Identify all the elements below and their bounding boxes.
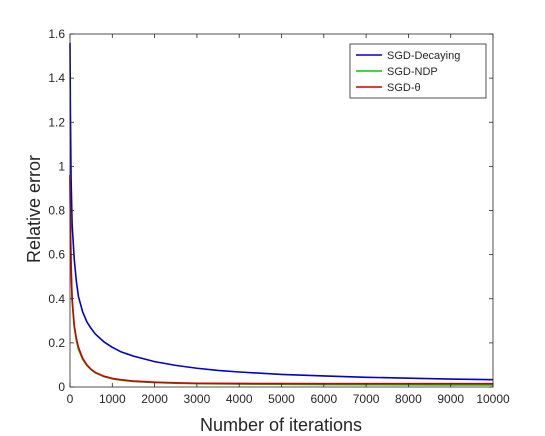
x-axis-title: Number of iterations — [200, 415, 362, 435]
y-tick-label: 1.2 — [48, 115, 65, 129]
y-tick-label: 0.8 — [48, 204, 65, 218]
legend: SGD-Decaying SGD-NDP SGD-θ — [349, 43, 487, 99]
x-tick-label: 9000 — [437, 392, 464, 406]
x-tick-label: 6000 — [310, 392, 337, 406]
legend-label-2: SGD-θ — [387, 82, 421, 94]
legend-label-0: SGD-Decaying — [387, 50, 460, 62]
y-tick-label: 0.4 — [48, 292, 65, 306]
x-tick-label: 1000 — [99, 392, 126, 406]
x-tick-label: 0 — [67, 392, 74, 406]
y-axis-title: Relative error — [24, 155, 44, 263]
x-tick-label: 8000 — [395, 392, 422, 406]
x-tick-label: 4000 — [226, 392, 253, 406]
y-tick-label: 0.2 — [48, 336, 65, 350]
x-tick-label: 7000 — [353, 392, 380, 406]
y-tick-label: 1.4 — [48, 71, 65, 85]
y-tick-label: 1.6 — [48, 27, 65, 41]
legend-label-1: SGD-NDP — [387, 66, 438, 78]
y-tick-label: 0.6 — [48, 248, 65, 262]
series-line-0 — [69, 42, 494, 381]
x-tick-label: 10000 — [476, 392, 510, 406]
y-tick-label: 1 — [58, 159, 65, 173]
x-tick-label: 3000 — [184, 392, 211, 406]
y-tick-label: 0 — [58, 380, 65, 394]
x-tick-label: 2000 — [141, 392, 168, 406]
x-tick-label: 5000 — [268, 392, 295, 406]
ticks-layer: 0 1000 2000 3000 4000 5000 6000 7000 8000 9000 100… — [48, 27, 510, 406]
